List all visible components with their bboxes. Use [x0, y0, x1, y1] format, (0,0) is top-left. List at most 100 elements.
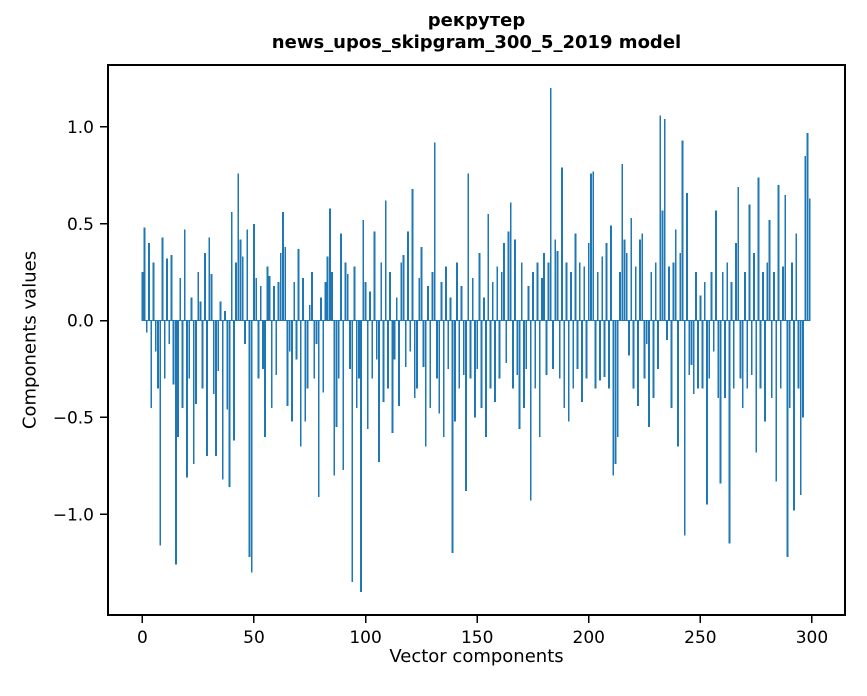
- bar: [603, 320, 606, 377]
- bar: [217, 320, 220, 371]
- bar: [634, 266, 637, 321]
- bar: [206, 320, 208, 457]
- bar: [755, 320, 758, 453]
- bar: [561, 167, 563, 321]
- bar: [141, 272, 144, 321]
- bar: [516, 320, 519, 375]
- y-axis-label: Components values: [19, 250, 41, 430]
- bar: [804, 156, 807, 321]
- bar: [724, 320, 726, 399]
- bar: [447, 320, 450, 370]
- bar: [232, 320, 235, 441]
- bar: [485, 320, 487, 437]
- bar: [643, 320, 646, 379]
- bar: [152, 262, 155, 321]
- bar: [710, 272, 713, 321]
- bar: [695, 272, 697, 321]
- bar: [670, 320, 673, 408]
- bar: [286, 320, 289, 406]
- bar: [293, 281, 296, 321]
- bar: [438, 320, 441, 414]
- bar: [585, 320, 588, 379]
- bar: [257, 320, 260, 379]
- y-tick-label: −0.5: [53, 408, 94, 428]
- bar: [413, 320, 416, 399]
- bar: [750, 320, 753, 375]
- bar: [288, 320, 291, 352]
- bar: [482, 297, 485, 321]
- bar: [375, 320, 378, 360]
- bar: [306, 320, 309, 389]
- bar: [465, 320, 467, 492]
- bar: [337, 320, 340, 379]
- bar: [715, 210, 717, 321]
- bar: [360, 320, 362, 592]
- bar: [357, 320, 360, 379]
- x-tick-label: 200: [573, 628, 605, 648]
- bar: [641, 233, 644, 321]
- bar: [681, 140, 684, 321]
- bar: [708, 320, 711, 379]
- bar: [652, 320, 655, 399]
- bar: [576, 320, 579, 370]
- bar: [476, 320, 479, 370]
- bar: [467, 173, 470, 321]
- bar: [230, 212, 233, 321]
- bar: [172, 320, 175, 385]
- bar: [355, 320, 358, 408]
- bar: [226, 320, 229, 410]
- bar: [587, 243, 590, 321]
- bar: [228, 320, 231, 488]
- bar: [241, 256, 244, 321]
- bar: [605, 243, 608, 321]
- bar: [728, 320, 731, 544]
- bar: [259, 285, 262, 321]
- bar: [581, 320, 583, 402]
- chart-title: рекрутер news_upos_skipgram_300_5_2019 m…: [108, 10, 845, 54]
- bar: [253, 223, 255, 321]
- bar: [636, 320, 639, 406]
- bar: [719, 320, 722, 484]
- bar: [239, 239, 242, 321]
- bar: [262, 320, 264, 370]
- bar: [170, 254, 173, 321]
- x-tick-label: 250: [684, 628, 716, 648]
- bar: [511, 320, 514, 389]
- bar: [674, 229, 677, 321]
- bar: [395, 297, 398, 321]
- bar: [418, 278, 421, 321]
- bar: [474, 320, 476, 418]
- bar: [248, 320, 251, 557]
- bar: [333, 320, 336, 476]
- bar: [621, 163, 624, 321]
- bar: [420, 247, 423, 321]
- bar: [431, 272, 434, 321]
- bar: [795, 233, 798, 321]
- bar: [181, 320, 184, 408]
- bar: [686, 192, 688, 321]
- bar: [639, 239, 641, 321]
- bar: [387, 320, 389, 389]
- bar: [161, 237, 164, 321]
- bar: [556, 250, 559, 321]
- bar: [250, 320, 253, 573]
- bar: [179, 278, 182, 321]
- bar: [732, 320, 735, 389]
- bar: [683, 320, 686, 536]
- bar: [737, 187, 740, 321]
- bar: [529, 320, 532, 501]
- bar: [520, 262, 523, 321]
- bar: [460, 285, 463, 321]
- bar: [784, 194, 787, 321]
- bar: [315, 320, 318, 344]
- bar: [449, 297, 452, 321]
- chart-title-line-2: news_upos_skipgram_300_5_2019 model: [271, 32, 682, 53]
- bar: [489, 320, 492, 389]
- bar: [793, 320, 796, 511]
- bar: [458, 320, 461, 389]
- bar: [802, 320, 804, 418]
- bar: [409, 320, 412, 352]
- bar: [471, 278, 474, 321]
- bar: [277, 281, 280, 321]
- bar: [523, 320, 525, 408]
